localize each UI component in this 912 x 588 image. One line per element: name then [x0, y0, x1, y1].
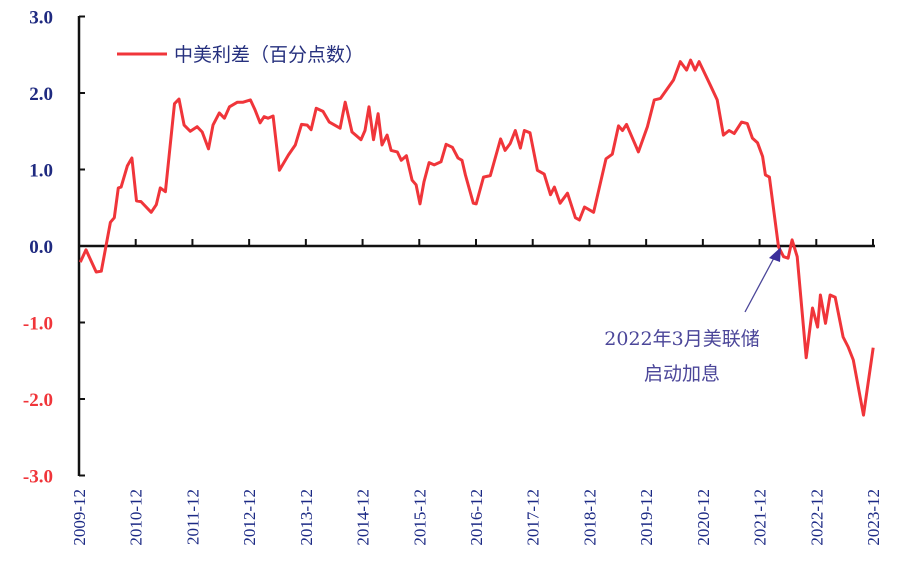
annotation-line-1: 2022年3月美联储	[604, 328, 759, 350]
legend: 中美利差（百分点数）	[117, 44, 364, 66]
annotation-arrow-line	[744, 255, 776, 313]
x-tick-label: 2018-12	[580, 489, 599, 546]
x-tick-label: 2021-12	[751, 489, 770, 546]
x-tick-label: 2022-12	[807, 489, 826, 546]
x-tick-label: 2020-12	[694, 489, 713, 546]
legend-label: 中美利差（百分点数）	[174, 44, 364, 66]
y-tick-label: -2.0	[23, 390, 53, 411]
x-tick-label: 2013-12	[297, 489, 316, 546]
y-tick-label: 0.0	[29, 237, 53, 258]
x-tick-label: 2014-12	[354, 489, 373, 546]
y-tick-label: -1.0	[23, 314, 53, 335]
series-line-china-us-spread	[78, 58, 875, 417]
annotation: 2022年3月美联储 启动加息	[604, 247, 781, 385]
y-tick-label: 1.0	[29, 161, 53, 182]
x-tick-label: 2017-12	[524, 489, 543, 546]
x-tick-label: 2009-12	[70, 489, 89, 546]
annotation-line-2: 启动加息	[644, 363, 720, 385]
x-tick-label: 2015-12	[410, 489, 429, 546]
y-axis-ticks: 3.0 2.0 1.0 0.0 -1.0 -2.0 -3.0	[23, 8, 85, 488]
x-tick-label: 2016-12	[467, 489, 486, 546]
x-axis-ticks: 2009-12 2010-12 2011-12 2012-12 2013-12 2014-…	[70, 239, 883, 546]
y-tick-label: -3.0	[23, 467, 53, 488]
y-tick-label: 2.0	[29, 84, 53, 105]
x-tick-label: 2023-12	[864, 489, 883, 546]
x-tick-label: 2019-12	[637, 489, 656, 546]
x-tick-label: 2012-12	[240, 489, 259, 546]
y-tick-label: 3.0	[29, 8, 53, 29]
x-tick-label: 2010-12	[127, 489, 146, 546]
x-tick-label: 2011-12	[183, 489, 202, 545]
annotation-arrowhead	[769, 247, 781, 262]
